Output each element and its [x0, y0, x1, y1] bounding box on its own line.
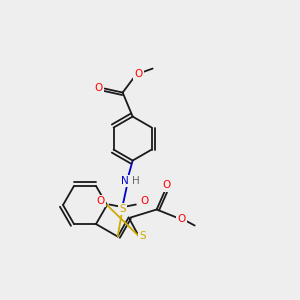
Text: H: H: [132, 176, 140, 186]
Text: O: O: [163, 181, 171, 190]
Text: N: N: [121, 176, 128, 186]
Text: O: O: [97, 196, 105, 206]
Text: O: O: [134, 69, 143, 79]
Text: O: O: [94, 82, 103, 93]
Text: S: S: [119, 204, 126, 214]
Text: O: O: [140, 196, 149, 206]
Text: S: S: [140, 231, 146, 241]
Text: O: O: [178, 214, 186, 224]
